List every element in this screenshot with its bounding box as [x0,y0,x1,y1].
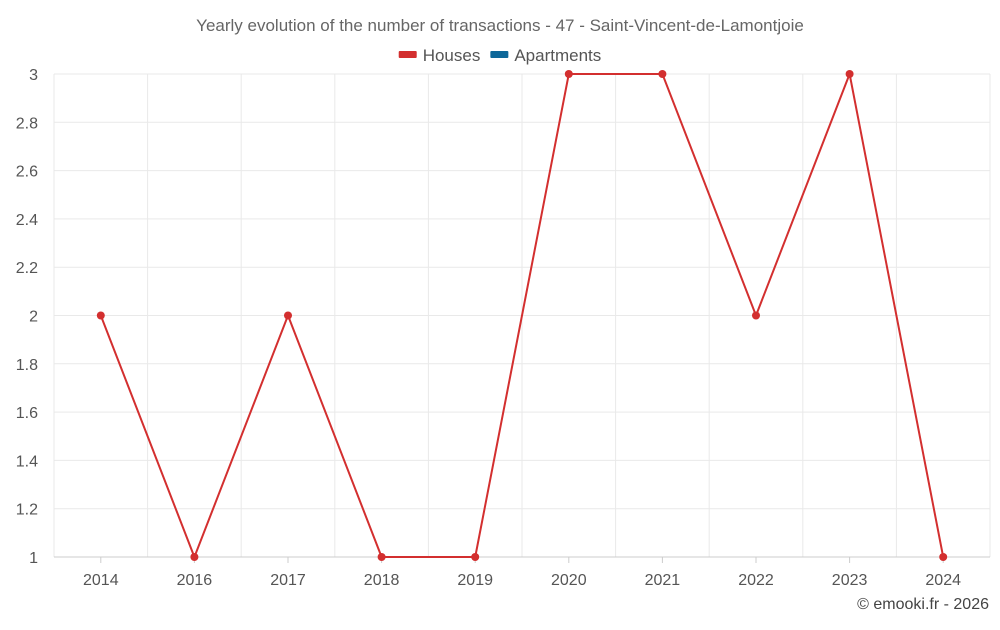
series-line-houses [99,73,945,558]
data-point[interactable] [471,553,480,561]
x-tick-label: 2019 [457,572,493,589]
y-tick-label: 1.4 [16,453,38,470]
y-tick-label: 2.6 [16,164,38,181]
data-point[interactable] [377,553,386,561]
y-tick-label: 2 [29,309,38,326]
data-point[interactable] [96,311,105,320]
legend-swatch-apartments[interactable] [490,51,509,58]
data-point[interactable] [845,70,854,78]
y-tick-label: 1 [29,550,38,567]
x-tick-label: 2022 [738,572,774,589]
x-tick-label: 2018 [364,572,400,589]
x-tick-label: 2024 [925,572,961,589]
x-tick-label: 2014 [83,572,119,589]
x-tick-label: 2016 [177,572,213,589]
x-tick-label: 2023 [832,572,868,589]
credit-text: © emooki.fr - 2026 [857,596,989,613]
x-tick-label: 2020 [551,572,587,589]
y-tick-label: 3 [29,67,38,84]
data-point[interactable] [658,70,667,78]
y-tick-label: 1.2 [16,502,38,519]
data-point[interactable] [564,70,573,78]
axes: 1 1.2 1.4 1.6 1.8 2 2.2 2.4 2.6 2.8 3 2014 2016 2017 2… [16,67,990,589]
chart-title: Yearly evolution of the number of transa… [196,16,804,35]
y-tick-label: 2.4 [16,212,38,229]
legend-swatch-houses[interactable] [398,51,417,58]
x-tick-label: 2017 [270,572,306,589]
data-point[interactable] [284,311,292,320]
data-point[interactable] [752,311,760,320]
y-tick-label: 1.6 [16,405,38,422]
y-tick-label: 2.8 [16,115,38,132]
legend-label-apartments: Apartments [514,46,601,65]
y-tick-label: 1.8 [16,357,38,374]
x-tick-label: 2021 [645,572,681,589]
legend: Houses Apartments [398,46,601,65]
data-point[interactable] [939,553,948,561]
data-point[interactable] [190,553,199,561]
series-layer [96,70,948,561]
y-tick-label: 2.2 [16,260,38,277]
legend-label-houses: Houses [423,46,481,65]
